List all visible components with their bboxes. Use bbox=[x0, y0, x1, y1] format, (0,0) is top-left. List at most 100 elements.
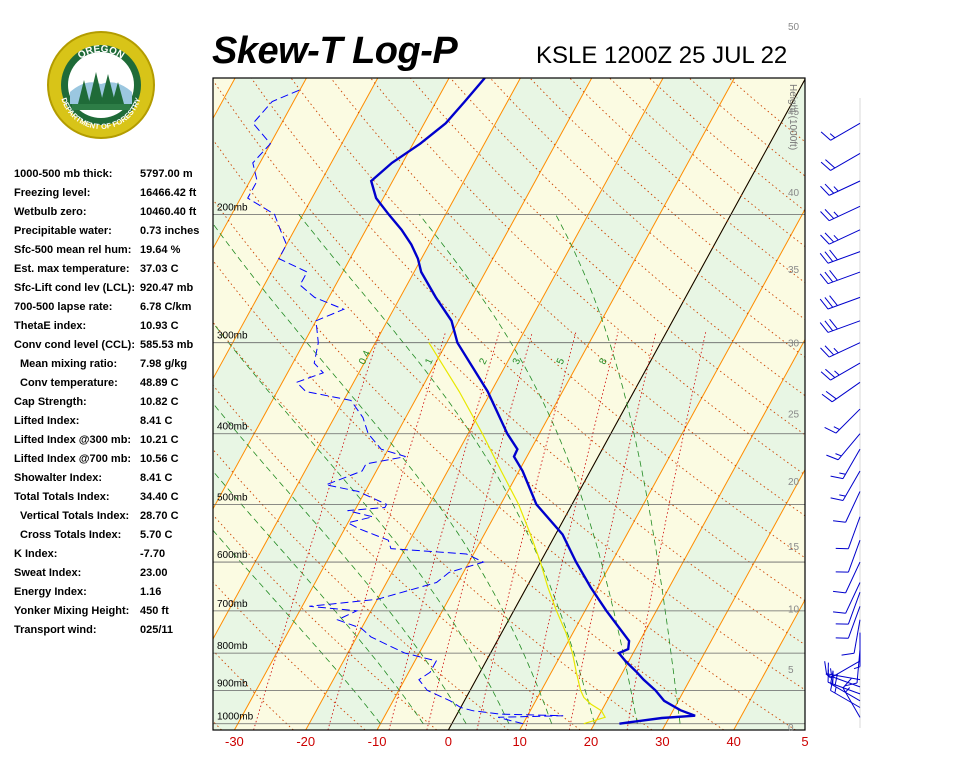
moist-adiabat bbox=[213, 470, 424, 724]
index-label: K Index: bbox=[14, 548, 58, 560]
index-value: 19.64 % bbox=[140, 244, 181, 256]
isobar-label: 900mb bbox=[217, 678, 248, 689]
x-tick-label: 20 bbox=[584, 734, 598, 749]
wind-barb bbox=[820, 180, 861, 196]
isotherm-line bbox=[876, 78, 960, 730]
dry-adiabat bbox=[213, 384, 581, 730]
index-value: 8.41 C bbox=[140, 415, 173, 427]
svg-text:OREGON: OREGON bbox=[76, 44, 126, 62]
mixing-ratio-line bbox=[476, 331, 577, 730]
isobar-label: 300mb bbox=[217, 331, 248, 342]
index-label: Showalter Index: bbox=[14, 472, 103, 484]
x-tick-label: 10 bbox=[512, 734, 526, 749]
isobar-label: 600mb bbox=[217, 550, 248, 561]
forestry-logo: OREGON DEPARTMENT OF FORESTRY bbox=[46, 30, 156, 140]
moist-adiabat bbox=[213, 322, 510, 724]
index-value: 10.21 C bbox=[140, 434, 179, 446]
x-tick-label: 40 bbox=[726, 734, 740, 749]
mixing-ratio-line bbox=[426, 331, 533, 730]
x-tick-label: 5 bbox=[801, 734, 808, 749]
x-tick-label: -30 bbox=[225, 734, 244, 749]
temperature-band bbox=[0, 78, 164, 730]
wind-barb bbox=[819, 270, 861, 285]
index-label: Wetbulb zero: bbox=[14, 206, 87, 218]
wind-barb bbox=[835, 606, 861, 639]
height-tick-label: 25 bbox=[788, 409, 800, 420]
wind-barb bbox=[819, 249, 861, 264]
wind-barb bbox=[825, 660, 861, 679]
mixing-ratio-line bbox=[388, 331, 500, 730]
index-value: 7.98 g/kg bbox=[140, 358, 188, 370]
mixing-ratio-label: 2 bbox=[477, 356, 490, 366]
index-label: Cap Strength: bbox=[14, 396, 87, 408]
isotherm-line bbox=[213, 78, 450, 510]
wind-barb bbox=[833, 561, 861, 594]
station-time-label: KSLE 1200Z 25 JUL 22 bbox=[536, 42, 788, 69]
isobar-label: 200mb bbox=[217, 202, 248, 213]
dry-adiabat bbox=[213, 79, 805, 646]
wind-barb bbox=[820, 153, 861, 171]
x-tick-label: -20 bbox=[296, 734, 315, 749]
mixing-ratio-line bbox=[626, 331, 707, 730]
index-label: Lifted Index @700 mb: bbox=[14, 453, 132, 465]
temperature-band bbox=[805, 78, 960, 730]
isotherm-line bbox=[661, 468, 805, 730]
isotherm-line bbox=[213, 78, 379, 380]
wind-barb bbox=[820, 362, 861, 381]
index-label: Cross Totals Index: bbox=[20, 529, 122, 541]
dry-adiabat bbox=[290, 78, 805, 559]
isotherm-line bbox=[213, 78, 236, 120]
index-label: Precipitable water: bbox=[14, 225, 112, 237]
index-label: Sfc-Lift cond lev (LCL): bbox=[14, 282, 135, 294]
wind-barb bbox=[819, 318, 861, 333]
index-value: 5.70 C bbox=[140, 529, 173, 541]
x-tick-label: 30 bbox=[655, 734, 669, 749]
mixing-ratio-label: 1 bbox=[423, 356, 436, 366]
index-label: 700-500 lapse rate: bbox=[14, 301, 113, 313]
height-tick-label: 35 bbox=[788, 265, 800, 276]
mixing-ratio-label: 0.4 bbox=[357, 349, 373, 367]
isotherm-line bbox=[305, 78, 664, 730]
temperature-band bbox=[377, 78, 805, 730]
plot-area bbox=[0, 78, 960, 730]
index-value: 8.41 C bbox=[140, 472, 173, 484]
index-label: Conv temperature: bbox=[20, 377, 118, 389]
index-label: Sweat Index: bbox=[14, 567, 82, 579]
index-value: 5797.00 m bbox=[140, 168, 193, 180]
index-value: 37.03 C bbox=[140, 263, 179, 275]
index-label: Energy Index: bbox=[14, 586, 87, 598]
wind-barb bbox=[826, 433, 861, 461]
index-label: Est. max temperature: bbox=[14, 263, 130, 275]
wind-barb bbox=[821, 381, 861, 403]
mixing-ratio-label: 8 bbox=[597, 356, 610, 366]
isobar-label: 500mb bbox=[217, 492, 248, 503]
wind-barb bbox=[833, 582, 861, 614]
mixing-ratio-label: 5 bbox=[555, 356, 568, 366]
index-value: 23.00 bbox=[140, 567, 168, 579]
dry-adiabat bbox=[0, 78, 150, 730]
isobar-label: 1000mb bbox=[217, 712, 254, 723]
index-label: Lifted Index: bbox=[14, 415, 80, 427]
index-value: 10.56 C bbox=[140, 453, 179, 465]
index-value: 28.70 C bbox=[140, 510, 179, 522]
chart-title: Skew-T Log-P bbox=[212, 30, 458, 72]
isobar-label: 800mb bbox=[217, 641, 248, 652]
height-tick-label: 0 bbox=[788, 723, 794, 734]
index-value: 920.47 mb bbox=[140, 282, 194, 294]
index-label: Lifted Index @300 mb: bbox=[14, 434, 132, 446]
index-value: 16466.42 ft bbox=[140, 187, 197, 199]
isotherm-line bbox=[0, 78, 164, 730]
dewpoint-trace bbox=[247, 89, 564, 725]
moist-adiabat bbox=[213, 402, 467, 724]
temperature-band bbox=[213, 78, 592, 730]
wind-barb bbox=[820, 205, 861, 222]
temperature-band bbox=[0, 78, 21, 730]
temperature-trace bbox=[369, 78, 696, 725]
wind-barb bbox=[830, 448, 861, 480]
index-label: Total Totals Index: bbox=[14, 491, 110, 503]
wind-barb bbox=[835, 540, 861, 573]
wind-barb bbox=[835, 516, 861, 550]
mixing-ratio-label: 3 bbox=[511, 356, 524, 366]
logo-text-top: OREGON bbox=[76, 44, 126, 62]
temperature-band bbox=[0, 78, 93, 730]
